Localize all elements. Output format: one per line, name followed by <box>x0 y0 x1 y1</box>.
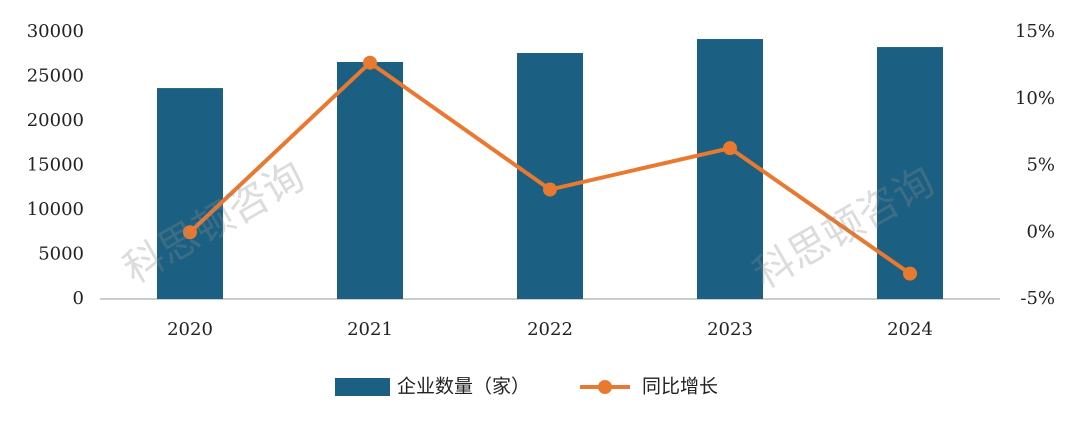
legend-swatch-marker <box>598 380 612 394</box>
legend-label: 企业数量（家） <box>397 376 530 398</box>
legend-swatch <box>335 378 390 396</box>
y-tick-label: 15000 <box>27 155 84 176</box>
line-point <box>543 182 557 197</box>
x-tick-label: 2022 <box>527 319 573 340</box>
bar <box>697 39 763 299</box>
line-point <box>363 55 377 70</box>
y2-tick-label: 0% <box>1026 221 1055 242</box>
y-tick-label: 5000 <box>38 244 84 265</box>
x-tick-label: 2023 <box>707 319 753 340</box>
y-tick-label: 25000 <box>27 66 84 87</box>
x-tick-label: 2024 <box>887 319 933 340</box>
y2-tick-label: -5% <box>1020 288 1055 309</box>
line-point <box>183 225 197 240</box>
bar <box>157 88 223 299</box>
x-tick-label: 2021 <box>347 319 393 340</box>
y-tick-label: 20000 <box>27 110 84 131</box>
bar <box>337 61 403 300</box>
y2-tick-label: 15% <box>1015 21 1055 42</box>
bar <box>517 53 583 300</box>
y-tick-label: 10000 <box>27 199 84 220</box>
y2-tick-label: 5% <box>1026 155 1055 176</box>
y-tick-label: 30000 <box>27 21 84 42</box>
line-point <box>903 266 917 281</box>
legend-label: 同比增长 <box>642 376 718 398</box>
x-tick-label: 2020 <box>167 319 213 340</box>
line-point <box>723 141 737 156</box>
y-tick-label: 0 <box>73 288 84 309</box>
y2-tick-label: 10% <box>1015 88 1055 109</box>
